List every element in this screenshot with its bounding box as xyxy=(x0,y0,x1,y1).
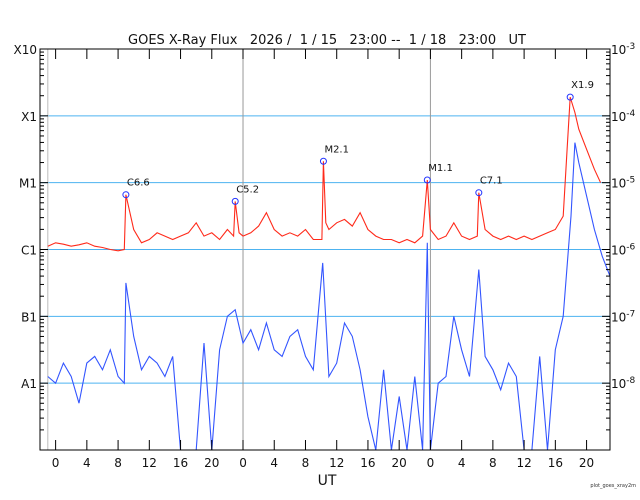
right-tick-label: 10-4 xyxy=(611,109,636,124)
flare-label: M2.1 xyxy=(324,144,349,155)
right-tick-label: 10-8 xyxy=(611,376,636,391)
left-tick-label: M1 xyxy=(19,177,37,191)
x-tick-label: 16 xyxy=(548,456,563,470)
x-tick-label: 12 xyxy=(516,456,531,470)
chart-title: GOES X-Ray Flux 2026 / 1 / 15 23:00 -- 1… xyxy=(128,33,526,48)
x-tick-label: 16 xyxy=(360,456,375,470)
flare-marker xyxy=(423,176,431,184)
x-tick-label: 12 xyxy=(142,456,157,470)
long-flux-line xyxy=(47,96,602,252)
flare-label: C6.6 xyxy=(127,178,150,189)
flare-marker xyxy=(475,189,483,197)
left-tick-label: B1 xyxy=(21,310,37,324)
x-tick-label: 8 xyxy=(114,456,122,470)
right-tick-label: 10-5 xyxy=(611,176,635,191)
flare-marker xyxy=(122,191,130,199)
right-tick-label: 10-7 xyxy=(611,309,635,324)
x-tick-label: 0 xyxy=(427,456,435,470)
x-tick-label: 4 xyxy=(83,456,91,470)
left-tick-label: C1 xyxy=(21,244,37,258)
flare-label: C7.1 xyxy=(480,176,503,187)
flare-label: C5.2 xyxy=(236,184,259,195)
flare-marker xyxy=(566,93,574,101)
x-tick-label: 0 xyxy=(52,456,60,470)
flare-label: X1.9 xyxy=(571,80,594,91)
x-tick-label: 20 xyxy=(579,456,594,470)
x-tick-label: 8 xyxy=(302,456,310,470)
x-tick-label: 20 xyxy=(392,456,407,470)
left-tick-label: X10 xyxy=(14,43,38,57)
x-tick-label: 12 xyxy=(329,456,344,470)
flare-marker xyxy=(319,157,327,165)
credit-text: plot_goes_xray2m xyxy=(590,483,636,489)
short-flux-line xyxy=(47,142,611,451)
flare-marker xyxy=(231,197,239,205)
left-tick-label: A1 xyxy=(21,377,37,391)
x-axis-label: UT xyxy=(318,473,337,489)
x-tick-label: 20 xyxy=(204,456,219,470)
flare-label: M1.1 xyxy=(428,163,453,174)
x-tick-label: 8 xyxy=(489,456,497,470)
left-tick-label: X1 xyxy=(21,110,37,124)
x-tick-label: 16 xyxy=(173,456,188,470)
x-tick-label: 4 xyxy=(270,456,278,470)
x-tick-label: 0 xyxy=(239,456,247,470)
right-tick-label: 10-3 xyxy=(611,42,635,57)
right-tick-label: 10-6 xyxy=(611,243,636,258)
x-tick-label: 4 xyxy=(458,456,466,470)
